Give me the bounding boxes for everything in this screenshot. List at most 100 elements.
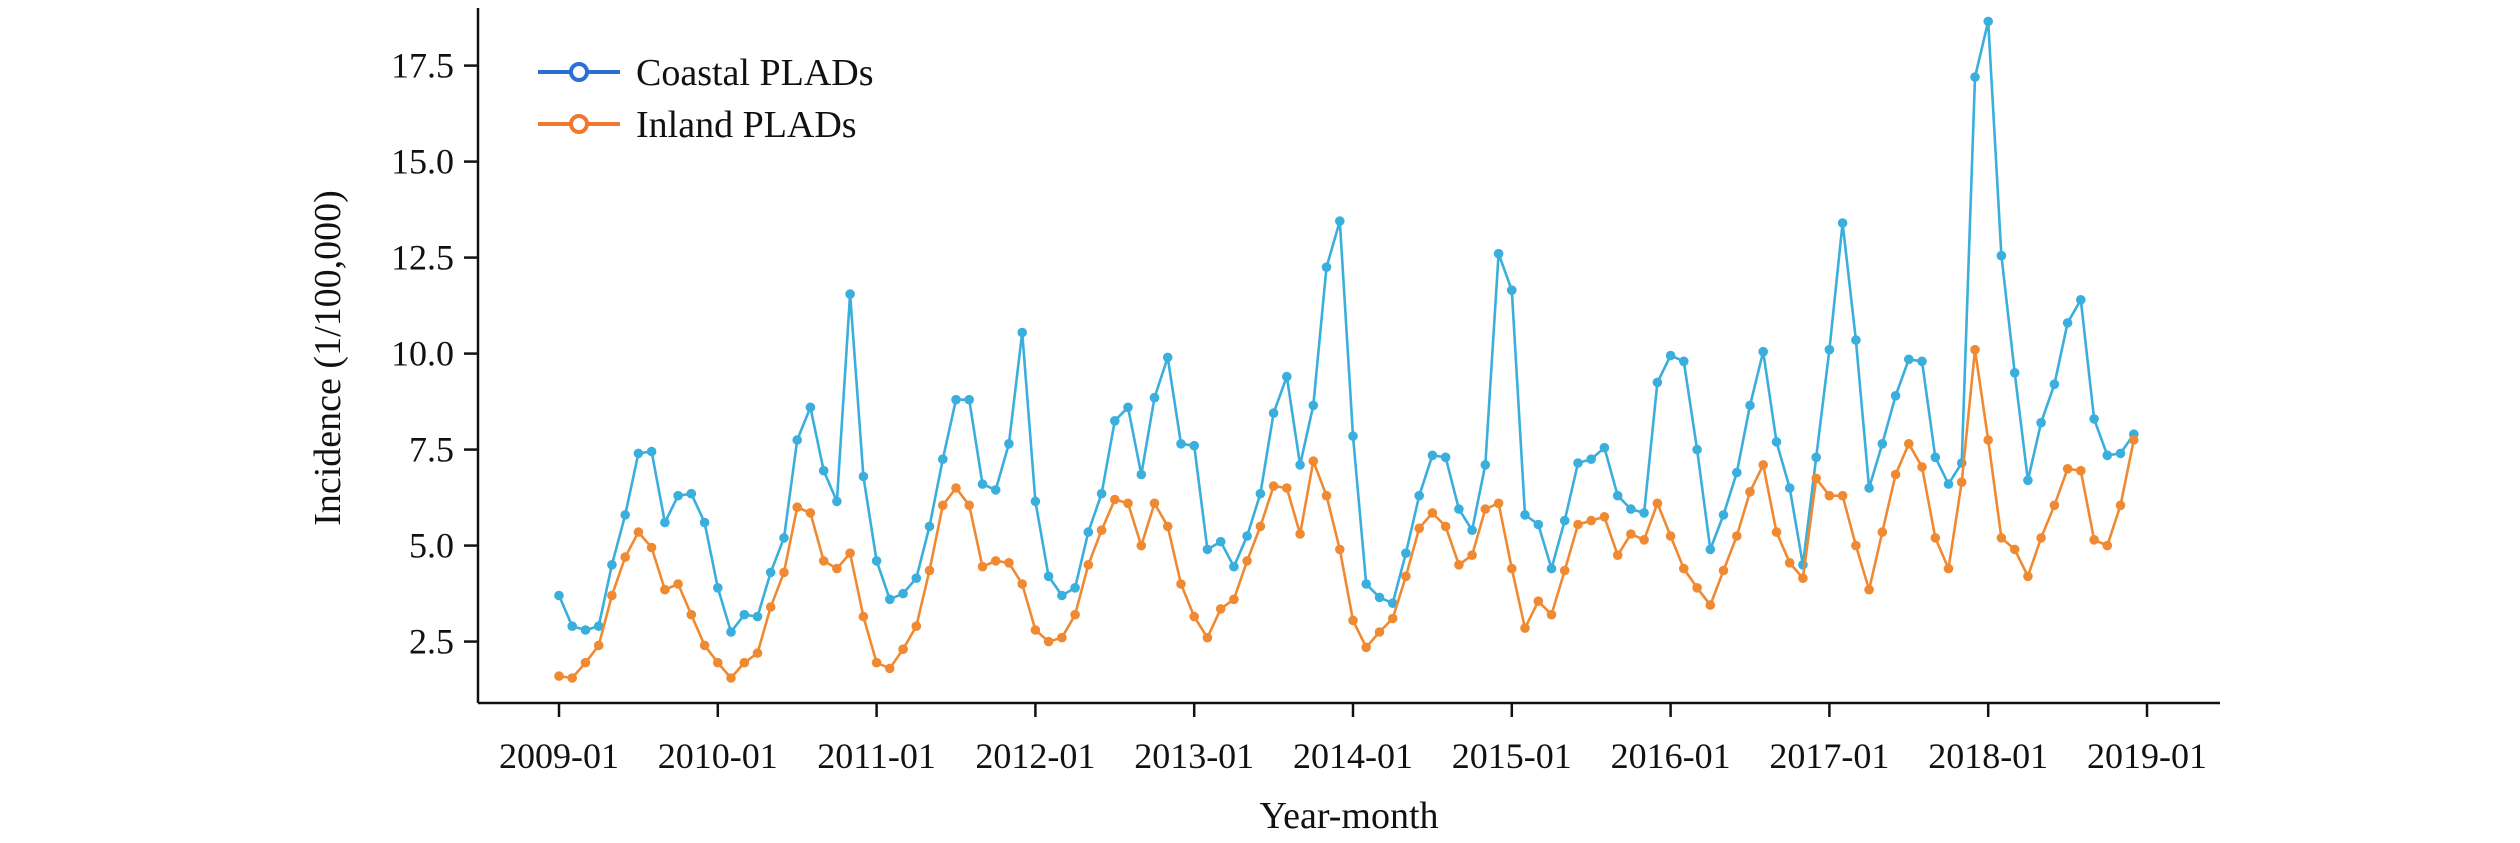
data-point bbox=[567, 673, 577, 683]
data-point bbox=[1242, 556, 1252, 566]
data-point bbox=[1837, 218, 1848, 228]
x-tick-label: 2014-01 bbox=[1293, 736, 1413, 776]
data-point bbox=[2076, 465, 2086, 476]
data-point bbox=[1030, 496, 1041, 507]
data-point bbox=[1321, 490, 1332, 501]
data-point bbox=[1136, 540, 1147, 551]
data-point bbox=[1215, 536, 1226, 547]
data-point bbox=[1282, 483, 1292, 493]
data-point bbox=[1507, 285, 1517, 296]
data-point bbox=[1652, 377, 1663, 388]
data-point bbox=[1361, 642, 1371, 653]
data-point bbox=[1004, 558, 1014, 568]
legend: Coastal PLADs Inland PLADs bbox=[538, 52, 874, 146]
data-point bbox=[1308, 456, 1319, 466]
data-point bbox=[686, 488, 697, 499]
data-point bbox=[951, 394, 961, 405]
data-point bbox=[620, 552, 630, 562]
data-point bbox=[620, 510, 630, 520]
data-point bbox=[818, 465, 829, 476]
data-point bbox=[938, 454, 948, 465]
data-point bbox=[2023, 571, 2033, 582]
data-point bbox=[1864, 483, 1874, 493]
data-point bbox=[1917, 356, 1927, 367]
data-point bbox=[2009, 544, 2020, 555]
data-point bbox=[1586, 454, 1596, 465]
data-point bbox=[1533, 519, 1544, 530]
data-point bbox=[1705, 544, 1716, 555]
data-point bbox=[1083, 560, 1094, 570]
data-point bbox=[1176, 439, 1186, 449]
data-point bbox=[1454, 560, 1464, 570]
data-point bbox=[673, 490, 683, 501]
data-point bbox=[990, 485, 1001, 495]
data-point bbox=[646, 542, 657, 553]
legend-item-coastal[interactable]: Coastal PLADs bbox=[538, 52, 874, 94]
data-point bbox=[1983, 435, 1993, 445]
data-point bbox=[2102, 540, 2113, 551]
data-point bbox=[792, 502, 802, 512]
data-point bbox=[1110, 494, 1120, 505]
data-point bbox=[1348, 431, 1358, 441]
series-inland bbox=[554, 344, 2139, 683]
data-point bbox=[1692, 444, 1702, 455]
data-point bbox=[858, 611, 869, 622]
data-point bbox=[1798, 573, 1808, 583]
data-point bbox=[1943, 563, 1954, 574]
series-line bbox=[558, 349, 2136, 680]
data-point bbox=[1149, 498, 1160, 509]
data-point bbox=[1771, 527, 1782, 537]
data-point bbox=[1004, 439, 1014, 449]
data-point bbox=[2076, 295, 2086, 305]
data-point bbox=[726, 627, 736, 637]
data-point bbox=[1176, 579, 1186, 589]
data-point bbox=[1454, 504, 1464, 514]
data-point bbox=[765, 602, 776, 612]
data-point bbox=[2009, 368, 2020, 378]
data-point bbox=[1599, 512, 1610, 522]
data-point bbox=[1162, 521, 1173, 532]
data-point bbox=[1202, 632, 1213, 643]
legend-label-inland: Inland PLADs bbox=[636, 104, 857, 146]
data-point bbox=[1573, 519, 1583, 530]
y-tick-label: 17.5 bbox=[391, 46, 454, 86]
data-point bbox=[1996, 533, 2007, 543]
data-point bbox=[1335, 216, 1345, 226]
data-point bbox=[1070, 609, 1080, 620]
data-point bbox=[924, 521, 935, 532]
data-point bbox=[1057, 590, 1067, 601]
data-point bbox=[1149, 392, 1160, 403]
data-point bbox=[1599, 442, 1610, 453]
data-point bbox=[1440, 521, 1451, 532]
data-point bbox=[885, 594, 895, 605]
data-point bbox=[1321, 262, 1332, 273]
data-point bbox=[1348, 615, 1358, 626]
data-point bbox=[1123, 402, 1133, 413]
x-tick-label: 2019-01 bbox=[2087, 736, 2207, 776]
data-point bbox=[1837, 490, 1848, 501]
data-point bbox=[567, 621, 577, 631]
data-point bbox=[593, 640, 604, 651]
x-tick-label: 2016-01 bbox=[1611, 736, 1731, 776]
data-point bbox=[1533, 596, 1544, 606]
data-point bbox=[805, 402, 816, 413]
data-point bbox=[739, 609, 750, 620]
data-point bbox=[1559, 565, 1570, 576]
data-point bbox=[1679, 356, 1689, 367]
data-point bbox=[1612, 550, 1623, 560]
legend-item-inland[interactable]: Inland PLADs bbox=[538, 104, 857, 146]
data-point bbox=[1639, 508, 1649, 518]
data-point bbox=[1374, 592, 1385, 603]
data-point bbox=[1996, 250, 2007, 261]
data-point bbox=[2115, 448, 2126, 459]
data-point bbox=[1057, 632, 1067, 643]
y-tick-label: 15.0 bbox=[391, 142, 454, 182]
data-point bbox=[818, 556, 829, 566]
data-point bbox=[1639, 535, 1649, 545]
data-point bbox=[1652, 498, 1663, 509]
y-tick-label: 2.5 bbox=[409, 622, 454, 662]
y-tick-label: 12.5 bbox=[391, 238, 454, 278]
data-point bbox=[792, 435, 802, 445]
data-point bbox=[1467, 550, 1477, 560]
data-point bbox=[593, 621, 604, 631]
